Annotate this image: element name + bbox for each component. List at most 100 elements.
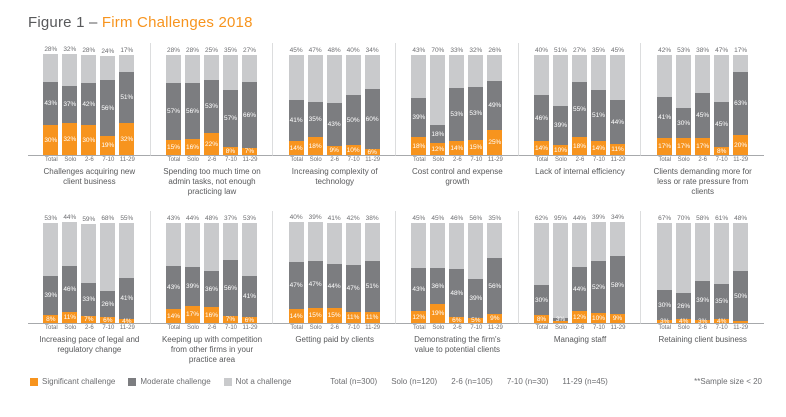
not-challenge-segment <box>81 224 97 283</box>
bars-area: 53% 39% 8% 44% 46% 11% 59% 33% 7% 68% 26% 6% 55% 41% 4… <box>28 211 151 325</box>
significant-challenge-value: 4% <box>122 317 132 325</box>
moderate-challenge-value: 41% <box>289 117 303 124</box>
not-challenge-segment <box>733 223 749 271</box>
moderate-challenge-value: 52% <box>592 283 606 291</box>
not-challenge-segment <box>204 223 219 271</box>
bar-2-6: 46% 48% 6% <box>449 211 465 324</box>
not-challenge-segment <box>572 223 588 267</box>
moderate-challenge-segment: 46% <box>62 266 78 312</box>
moderate-challenge-segment: 43% <box>326 103 342 146</box>
moderate-challenge-value: 56% <box>101 104 115 112</box>
chart-group-title: Demonstrating the firm's value to potent… <box>414 335 501 354</box>
category-labels: Total Solo 2-6 7-10 11-29 <box>641 156 764 163</box>
significant-challenge-segment: 3% <box>657 318 673 325</box>
bar-2-6: 33% 53% 14% <box>449 43 465 155</box>
not-challenge-segment <box>657 55 673 97</box>
bar-total: 53% 39% 8% <box>43 211 59 323</box>
bar-2-6: 58% 39% 3% <box>695 211 711 325</box>
category-label: 7-10 <box>347 157 360 163</box>
not-challenge-segment <box>364 55 380 89</box>
bar-7-10: 35% 57% 8% <box>223 43 238 155</box>
significant-challenge-value: 10% <box>346 146 360 154</box>
category-label: 7-10 <box>593 157 606 163</box>
not-challenge-value: 61% <box>715 215 729 222</box>
not-challenge-value: 53% <box>242 215 256 222</box>
moderate-challenge-segment: 50% <box>345 95 361 145</box>
significant-challenge-value: 7% <box>84 316 94 323</box>
significant-challenge-segment: 6% <box>449 316 465 324</box>
bar-7-10: 47% 45% 8% <box>714 43 730 155</box>
not-challenge-value: 35% <box>592 47 606 54</box>
moderate-challenge-value: 48% <box>450 289 464 297</box>
not-challenge-segment <box>657 223 673 290</box>
sample-size: Solo (n=120) <box>391 377 438 386</box>
significant-challenge-value: 6% <box>452 316 462 324</box>
not-challenge-segment <box>185 223 200 267</box>
not-challenge-segment <box>345 223 361 265</box>
significant-challenge-segment: 7% <box>242 148 257 155</box>
moderate-challenge-value: 33% <box>82 296 96 303</box>
bar-7-10: 68% 26% 6% <box>100 211 116 324</box>
chart-group-title: Spending too much time on admin tasks, n… <box>163 167 261 196</box>
moderate-challenge-segment: 42% <box>81 83 97 125</box>
significant-challenge-segment: 30% <box>81 125 97 155</box>
legend-item: Moderate challenge <box>128 377 211 386</box>
not-challenge-segment <box>307 55 323 102</box>
moderate-challenge-value: 39% <box>185 283 199 290</box>
significant-challenge-segment: 12% <box>411 311 427 323</box>
chart-group-title: Increasing pace of legal and regulatory … <box>39 335 140 354</box>
moderate-challenge-segment: 50% <box>733 271 749 321</box>
moderate-challenge-segment: 56% <box>185 83 200 139</box>
significant-challenge-value: 14% <box>592 144 606 152</box>
chart-row-1: 28% 43% 30% 32% 37% 32% 28% 42% 30% 24% 56% 19% 17% 5… <box>28 43 765 199</box>
chart-group-5: 40% 46% 14% 51% 39% 10% 27% 55% 18% 35% 51% 14% 45% 4… <box>518 43 642 199</box>
not-challenge-value: 53% <box>44 215 58 222</box>
category-label: 7-10 <box>715 325 728 331</box>
significant-challenge-value: 22% <box>204 140 218 148</box>
not-challenge-segment <box>307 222 323 261</box>
sample-sizes: Total (n=300) Solo (n=120) 2-6 (n=105) 7-10… <box>330 377 608 386</box>
moderate-challenge-segment: 47% <box>345 265 361 312</box>
not-challenge-value: 27% <box>242 47 256 54</box>
moderate-challenge-segment: 26% <box>676 293 692 319</box>
moderate-challenge-segment: 51% <box>119 72 135 123</box>
not-challenge-value: 62% <box>535 215 549 222</box>
moderate-challenge-segment: 53% <box>204 80 219 133</box>
moderate-challenge-value: 36% <box>431 282 445 290</box>
moderate-challenge-value: 47% <box>308 281 322 288</box>
chart-group-title: Retaining client business <box>658 335 747 344</box>
significant-challenge-value: 20% <box>734 141 748 149</box>
moderate-challenge-segment: 39% <box>411 98 427 137</box>
significant-challenge-value: 30% <box>44 136 58 144</box>
moderate-challenge-value: 39% <box>554 122 568 129</box>
category-label: 11-29 <box>119 157 135 163</box>
moderate-challenge-value: 57% <box>166 108 180 115</box>
significant-challenge-value: 30% <box>82 136 96 144</box>
bar-solo: 53% 30% 17% <box>676 43 692 155</box>
category-label: 11-29 <box>365 325 381 331</box>
category-label: 7-10 <box>715 157 728 163</box>
not-challenge-value: 70% <box>677 215 691 222</box>
moderate-challenge-value: 49% <box>488 102 502 109</box>
chart-group-title: Cost control and expense growth <box>411 167 503 186</box>
significant-challenge-value: 11% <box>365 314 379 321</box>
bar-solo: 44% 46% 11% <box>62 211 78 323</box>
significant-challenge-value: 4% <box>716 317 727 325</box>
bar-11-29: 53% 41% 6% <box>242 211 257 324</box>
category-label: 11-29 <box>733 157 749 163</box>
significant-challenge-segment: 11% <box>345 312 361 323</box>
significant-challenge-value: 12% <box>431 145 445 153</box>
not-challenge-segment <box>223 223 238 260</box>
significant-challenge-value: 6% <box>103 316 113 324</box>
significant-challenge-segment: 5% <box>468 317 484 324</box>
category-label: 11-29 <box>610 157 626 163</box>
chart-group-title: Challenges acquiring new client business <box>43 167 136 186</box>
bar-7-10: 40% 50% 10% <box>345 43 361 155</box>
not-challenge-value: 28% <box>185 47 199 54</box>
legend-item: Significant challenge <box>30 377 115 386</box>
not-challenge-segment <box>364 223 380 261</box>
bar-7-10: 37% 56% 7% <box>223 211 238 323</box>
bar-7-10: 56% 39% 5% <box>468 211 484 324</box>
figure-page: Figure 1 – Firm Challenges 2018 28% 43% 30… <box>28 14 765 386</box>
significant-challenge-segment: 20% <box>733 135 749 155</box>
